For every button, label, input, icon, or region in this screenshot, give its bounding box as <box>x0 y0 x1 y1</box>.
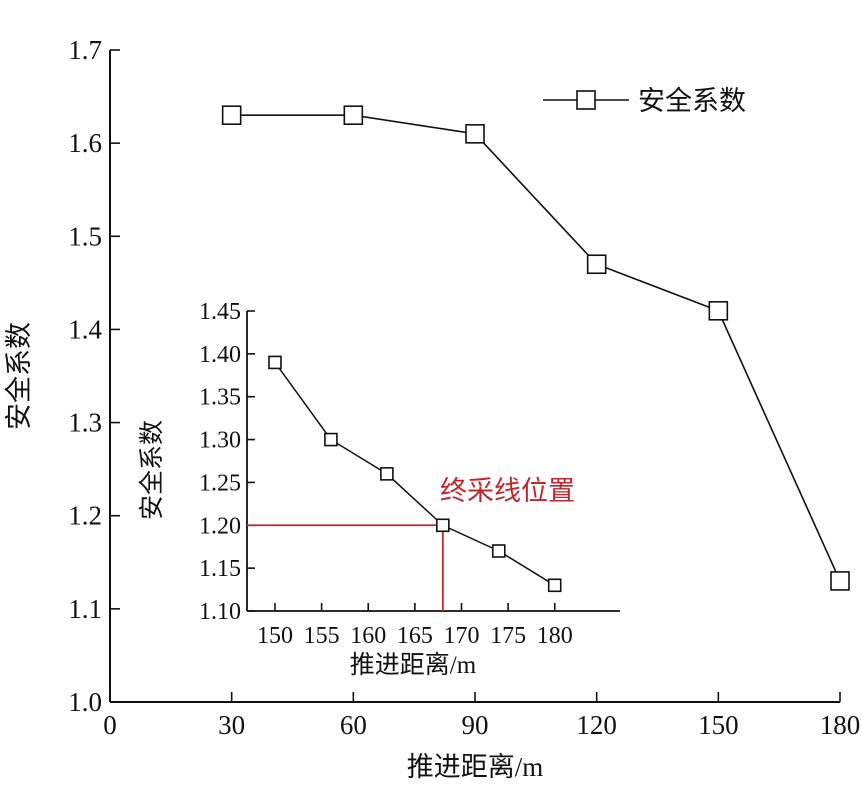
x-tick-label: 170 <box>443 623 479 649</box>
main-series-points <box>221 105 850 591</box>
data-point <box>343 105 364 125</box>
x-tick-label: 90 <box>462 710 489 740</box>
data-point <box>465 124 485 144</box>
inset-y-ticks: 1.10 1.15 1.20 1.25 1.30 1.35 1.40 1.45 <box>199 299 255 625</box>
data-point <box>221 105 242 125</box>
inset-series-line <box>274 361 556 586</box>
data-point <box>830 571 850 591</box>
inset-plot: 1.101.151.201.251.301.351.401.45 150 155 1… <box>138 299 620 679</box>
y-tick-label: 1.7 <box>68 35 102 65</box>
x-tick-label: 150 <box>698 710 739 740</box>
y-tick-label: 1.2 <box>68 501 102 531</box>
main-series-line <box>231 114 841 582</box>
main-x-axis-title: 推进距离/m <box>407 752 544 782</box>
inset-series-points <box>268 355 562 593</box>
y-tick-label: 1.30 <box>199 428 241 454</box>
y-tick-label: 1.10 <box>199 599 241 625</box>
x-tick-label: 150 <box>257 623 293 649</box>
data-point <box>708 300 729 321</box>
data-point <box>380 467 394 481</box>
inset-x-axis-title: 推进距离/m <box>350 651 477 679</box>
x-tick-label: 155 <box>304 623 340 649</box>
y-tick-label: 1.15 <box>199 556 241 582</box>
main-plot: 1.0 1.1 1.2 1.3 1.4 1.5 1.6 1.7 0 30 60 90 120 150 18… <box>4 35 860 782</box>
x-tick-label: 175 <box>490 623 526 649</box>
x-tick-label: 160 <box>350 623 386 649</box>
y-tick-label: 1.4 <box>68 314 102 344</box>
y-tick-label: 1.0 <box>68 687 102 717</box>
annotation-label: 终采线位置 <box>440 476 575 506</box>
x-tick-label: 30 <box>218 710 245 740</box>
legend-marker <box>576 90 596 110</box>
inset-x-ticks: 150 155 160 165 170 175 180 <box>257 603 573 649</box>
x-tick-label: 180 <box>820 710 861 740</box>
y-tick-label: 1.6 <box>68 128 102 158</box>
inset-guide-lines <box>247 524 444 611</box>
data-point <box>586 254 607 275</box>
data-point <box>268 355 282 370</box>
y-tick-label: 1.45 <box>199 299 241 325</box>
x-tick-label: 120 <box>576 710 617 740</box>
x-tick-label: 165 <box>397 623 433 649</box>
data-point <box>324 432 338 447</box>
y-tick-label: 1.35 <box>199 385 241 411</box>
main-y-ticks: 1.0 1.1 1.2 1.3 1.4 1.5 1.6 1.7 <box>68 35 120 717</box>
y-tick-label: 1.20 <box>199 513 241 539</box>
x-tick-label: 180 <box>537 623 573 649</box>
y-tick-label: 1.3 <box>68 408 102 438</box>
y-tick-label: 1.5 <box>68 221 102 251</box>
y-tick-label: 1.40 <box>199 342 241 368</box>
inset-y-axis-title: 安全系数 <box>138 420 166 520</box>
y-tick-label: 1.25 <box>199 470 241 496</box>
legend: 安全系数 <box>543 86 746 116</box>
y-tick-label: 1.1 <box>68 594 102 624</box>
data-point <box>547 578 562 593</box>
data-point <box>436 518 450 533</box>
x-tick-label: 0 <box>103 710 117 740</box>
legend-label: 安全系数 <box>638 86 746 116</box>
data-point <box>491 544 506 558</box>
main-y-axis-title: 安全系数 <box>4 322 34 430</box>
main-x-ticks: 0 30 60 90 120 150 180 <box>103 692 860 740</box>
x-tick-label: 60 <box>340 710 367 740</box>
